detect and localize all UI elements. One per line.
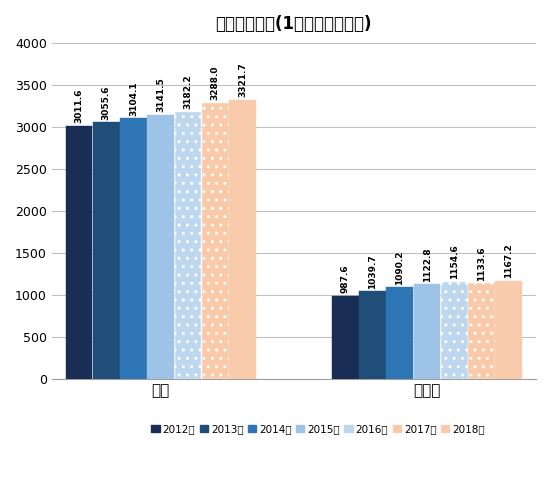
Bar <box>175 112 201 378</box>
Title: 給与所得者数(1年勤続者、万人): 給与所得者数(1年勤続者、万人) <box>215 15 372 33</box>
Bar <box>332 296 359 378</box>
Bar <box>495 281 522 378</box>
Text: 3104.1: 3104.1 <box>129 81 138 116</box>
Bar <box>414 285 440 378</box>
Bar <box>120 118 147 378</box>
Bar <box>441 282 468 378</box>
Text: 3011.6: 3011.6 <box>74 89 83 124</box>
Text: 1167.2: 1167.2 <box>504 244 514 278</box>
Text: 987.6: 987.6 <box>341 265 350 293</box>
Bar <box>468 284 495 378</box>
Bar <box>386 287 413 378</box>
Text: 1133.6: 1133.6 <box>477 247 486 281</box>
Bar <box>93 122 120 378</box>
Text: 3141.5: 3141.5 <box>156 78 165 113</box>
Legend: 2012年, 2013年, 2014年, 2015年, 2016年, 2017年, 2018年: 2012年, 2013年, 2014年, 2015年, 2016年, 2017年… <box>152 424 485 434</box>
Text: 1122.8: 1122.8 <box>423 247 431 282</box>
Text: 1090.2: 1090.2 <box>395 250 404 285</box>
Bar <box>147 115 174 378</box>
Bar <box>359 291 386 378</box>
Text: 1039.7: 1039.7 <box>368 254 377 289</box>
Text: 1154.6: 1154.6 <box>450 245 459 279</box>
Text: 3321.7: 3321.7 <box>238 63 247 97</box>
Bar <box>66 126 93 378</box>
Bar <box>229 100 256 378</box>
Bar <box>202 103 229 378</box>
Text: 3182.2: 3182.2 <box>183 75 192 109</box>
Text: 3288.0: 3288.0 <box>210 66 220 100</box>
Text: 3055.6: 3055.6 <box>102 85 111 120</box>
